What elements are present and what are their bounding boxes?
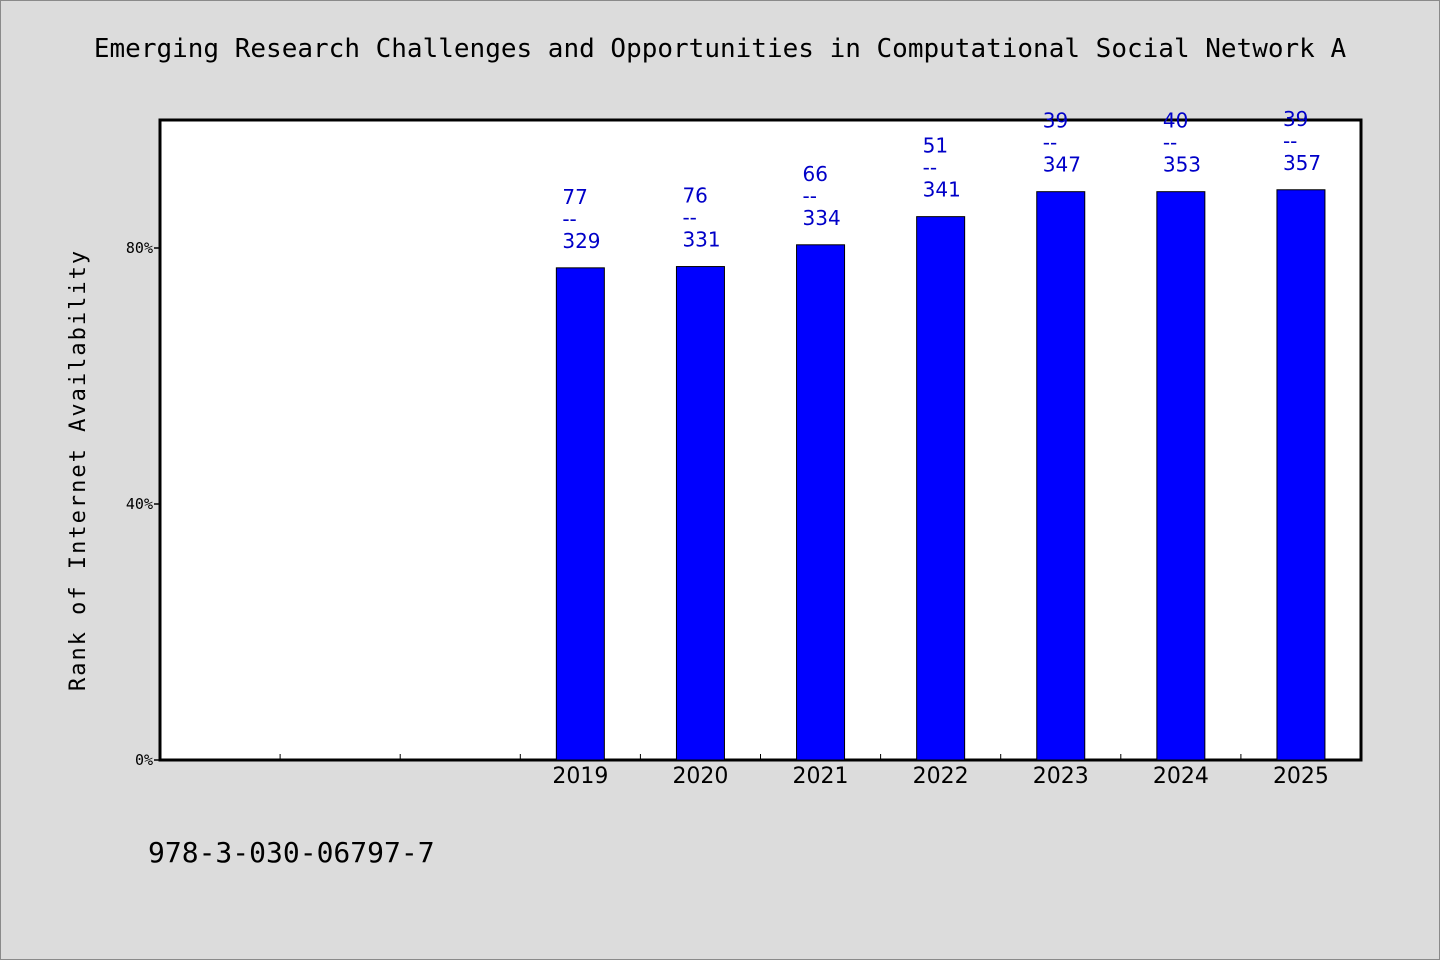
y-tick-label: 0% bbox=[135, 751, 153, 769]
bars bbox=[555, 189, 1326, 761]
data-label-bottom: 347 bbox=[1043, 153, 1081, 177]
data-label-bottom: 353 bbox=[1163, 153, 1201, 177]
data-label-separator: -- bbox=[1283, 129, 1297, 153]
y-axis-label: Rank of Internet Availability bbox=[66, 249, 91, 691]
data-label-bottom: 357 bbox=[1283, 151, 1321, 175]
data-label-separator: -- bbox=[923, 156, 937, 180]
data-label-bottom: 334 bbox=[803, 206, 841, 230]
y-tick-label: 80% bbox=[126, 239, 153, 257]
data-label-bottom: 331 bbox=[682, 228, 720, 252]
x-tick-label: 2025 bbox=[1273, 764, 1329, 789]
data-label-bottom: 329 bbox=[562, 229, 600, 253]
data-label-separator: -- bbox=[682, 206, 696, 230]
x-tick-label: 2020 bbox=[672, 764, 728, 789]
x-tick-label: 2024 bbox=[1153, 764, 1209, 789]
data-label-top: 77 bbox=[562, 185, 587, 209]
data-label-separator: -- bbox=[1163, 131, 1177, 155]
x-tick-label: 2021 bbox=[793, 764, 849, 789]
bar bbox=[796, 244, 846, 761]
x-tick-label: 2019 bbox=[552, 764, 608, 789]
footer-code: 978-3-030-06797-7 bbox=[148, 836, 435, 869]
chart-title: Emerging Research Challenges and Opportu… bbox=[93, 34, 1347, 64]
data-labels: 329--77331--76334--66341--51347--39353--… bbox=[562, 107, 1321, 253]
data-label-bottom: 341 bbox=[923, 178, 961, 202]
data-label-top: 39 bbox=[1283, 107, 1308, 131]
data-label-top: 66 bbox=[803, 162, 828, 186]
bar bbox=[916, 216, 966, 761]
data-label-separator: -- bbox=[803, 184, 817, 208]
data-label-separator: -- bbox=[1043, 131, 1057, 155]
bar bbox=[1276, 189, 1326, 761]
data-label-top: 76 bbox=[682, 184, 707, 208]
bar bbox=[675, 266, 725, 761]
x-tick-label: 2023 bbox=[1033, 764, 1089, 789]
x-tick-label: 2022 bbox=[913, 764, 969, 789]
axis-ticks: 0% 40% 80% 2019 2020 2021 2022 2023 2024 2025 bbox=[126, 239, 1329, 789]
bar bbox=[1156, 191, 1206, 761]
data-label-top: 39 bbox=[1043, 109, 1068, 133]
data-label-separator: -- bbox=[562, 207, 576, 231]
y-tick-label: 40% bbox=[126, 495, 153, 513]
bar bbox=[555, 267, 605, 761]
data-label-top: 40 bbox=[1163, 109, 1188, 133]
data-label-top: 51 bbox=[923, 134, 948, 158]
bar bbox=[1036, 191, 1086, 761]
